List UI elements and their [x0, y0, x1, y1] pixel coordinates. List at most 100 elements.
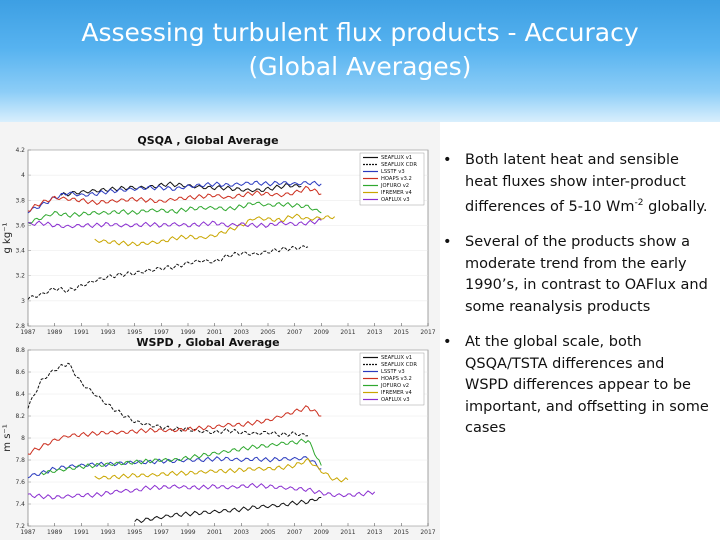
y-tick-label: 7.2 [15, 523, 25, 530]
bullet-dot: • [443, 234, 452, 251]
x-tick-label: 1993 [100, 329, 115, 336]
series-line [27, 405, 322, 455]
y-tick-label: 3 [21, 298, 25, 305]
y-tick-label: 7.8 [15, 457, 25, 464]
y-tick-label: 8.6 [15, 369, 25, 376]
y-tick-label: 3.8 [15, 197, 25, 204]
bullet-text-2: Several of the products show a moderate … [465, 234, 708, 315]
x-tick-label: 1997 [154, 329, 169, 336]
legend-label: SEAFLUX v1 [381, 355, 412, 361]
legend-label: SEAFLUX CDR [381, 362, 417, 368]
y-tick-label: 4 [21, 172, 25, 179]
legend-box [359, 152, 425, 206]
chart-title: QSQA , Global Average [137, 134, 278, 147]
x-tick-label: 1991 [74, 529, 89, 536]
chart-figure: QSQA , Global Average g kg⁻¹ 4.2 4 3.8 3.6 3.4… [0, 122, 440, 540]
title-line-1: Assessing turbulent flux products - Accu… [81, 18, 639, 47]
y-tick-label: 3.2 [15, 273, 25, 280]
x-tick-label: 2015 [394, 529, 409, 536]
x-tick-label: 2011 [340, 329, 355, 336]
slide-title: Assessing turbulent flux products - Accu… [0, 16, 720, 84]
series-line [27, 482, 376, 500]
series-line [60, 181, 302, 197]
series-line [134, 496, 322, 524]
bullet-text-1: Both latent heat and sensible heat fluxe… [465, 152, 686, 215]
series-line [40, 438, 322, 476]
legend-label: LSSTF v3 [381, 369, 405, 375]
legend-label: JOFURO v2 [380, 383, 409, 389]
y-axis-label: g kg⁻¹ [2, 223, 13, 254]
y-tick-label: 4.2 [15, 147, 25, 154]
title-line-2: (Global Averages) [248, 52, 472, 81]
bullet-item-2: • Several of the products show a moderat… [441, 232, 711, 318]
x-tick-label: 1995 [127, 529, 142, 536]
y-axis-label: m s⁻¹ [2, 424, 13, 451]
x-tick-label: 2011 [340, 529, 355, 536]
legend-label: SEAFLUX CDR [381, 162, 417, 168]
x-tick-label: 1987 [20, 529, 35, 536]
y-tick-label: 7.6 [15, 479, 25, 486]
x-tick-label: 1997 [154, 529, 169, 536]
x-tick-label: 2005 [260, 529, 275, 536]
chart-panel-2: WSPD , Global Average m s⁻¹ 8.8 8.6 8.4 8.2 8 7… [2, 336, 436, 536]
legend-label: OAFLUX v3 [381, 197, 410, 203]
bullet-dot: • [443, 334, 452, 351]
bullet-item-1: • Both latent heat and sensible heat flu… [441, 150, 711, 218]
title-banner: Assessing turbulent flux products - Accu… [0, 0, 720, 122]
chart-panel-1: QSQA , Global Average g kg⁻¹ 4.2 4 3.8 3.6 3.4… [2, 134, 436, 336]
x-tick-label: 1989 [47, 529, 62, 536]
x-tick-label: 2001 [207, 529, 222, 536]
y-tick-label: 7.4 [15, 501, 25, 508]
x-tick-label: 2017 [420, 529, 435, 536]
x-tick-label: 2007 [287, 529, 302, 536]
legend-label: IFREMER v4 [381, 190, 412, 196]
legend-label: HOAPS v3.2 [381, 376, 412, 382]
bullet-list: • Both latent heat and sensible heat flu… [441, 150, 711, 454]
series-line [27, 245, 309, 300]
series-line [27, 185, 322, 212]
bullet-tail-1: globally. [643, 198, 708, 215]
y-tick-label: 8.4 [15, 391, 25, 398]
legend-label: IFREMER v4 [381, 390, 412, 396]
x-tick-label: 1999 [180, 329, 195, 336]
x-tick-label: 2003 [234, 329, 249, 336]
series-line [27, 362, 309, 438]
x-tick-label: 2007 [287, 329, 302, 336]
y-tick-label: 8.2 [15, 413, 25, 420]
y-tick-label: 2.8 [15, 323, 25, 330]
bullet-text-3: At the global scale, both QSQA/TSTA diff… [465, 334, 709, 437]
charts-svg: QSQA , Global Average g kg⁻¹ 4.2 4 3.8 3.6 3.4… [2, 134, 436, 536]
y-tick-label: 3.6 [15, 222, 25, 229]
series-line [27, 218, 322, 229]
y-tick-label: 3.4 [15, 248, 25, 255]
series-line [27, 180, 322, 214]
legend-label: HOAPS v3.2 [381, 176, 412, 182]
x-tick-label: 2013 [367, 529, 382, 536]
x-tick-label: 1999 [180, 529, 195, 536]
legend-label: SEAFLUX v1 [381, 155, 412, 161]
series-line [94, 457, 349, 483]
x-tick-label: 2009 [314, 329, 329, 336]
x-tick-label: 2017 [420, 329, 435, 336]
y-tick-label: 8.8 [15, 347, 25, 354]
bullet-dot: • [443, 152, 452, 168]
bullet-item-3: • At the global scale, both QSQA/TSTA di… [441, 332, 711, 440]
x-tick-label: 1995 [127, 329, 142, 336]
series-line [94, 213, 336, 247]
x-tick-label: 2013 [367, 329, 382, 336]
legend-label: JOFURO v2 [380, 183, 409, 189]
legend-label: OAFLUX v3 [381, 397, 410, 403]
x-tick-label: 2005 [260, 329, 275, 336]
x-tick-label: 2009 [314, 529, 329, 536]
chart-title: WSPD , Global Average [136, 336, 279, 349]
x-tick-label: 1987 [20, 329, 35, 336]
x-tick-label: 2015 [394, 329, 409, 336]
legend-label: LSSTF v3 [381, 169, 405, 175]
x-tick-label: 1993 [100, 529, 115, 536]
x-tick-label: 1989 [47, 329, 62, 336]
bullet-sup-1: -2 [634, 198, 644, 208]
y-tick-label: 8 [21, 435, 25, 442]
x-tick-label: 2003 [234, 529, 249, 536]
series-line [27, 201, 322, 225]
x-tick-label: 2001 [207, 329, 222, 336]
